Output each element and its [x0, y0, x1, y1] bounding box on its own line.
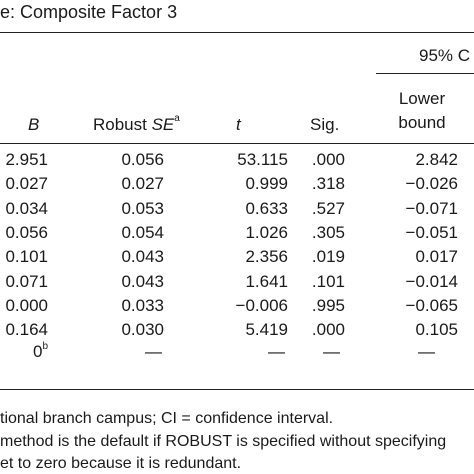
table-cell-se: 0.043	[121, 271, 164, 291]
table-cell-lower: 2.842	[415, 150, 458, 169]
table-cell-lower-dash: —	[418, 342, 435, 362]
table-cell-sig: .527	[311, 198, 345, 218]
col-header-se-sup: a	[174, 113, 180, 125]
table-cell-sig: .305	[311, 222, 345, 242]
col-header-lower-2: bound	[398, 113, 446, 132]
table-note-1: tional branch campus; CI = confidence in…	[0, 410, 334, 427]
table-cell-se: 0.053	[121, 198, 164, 218]
ci-header: 95% C	[419, 46, 471, 65]
table-cell-sig: .995	[311, 295, 345, 315]
table-cell-sig: .318	[311, 174, 345, 194]
col-header-se-text: Robust	[93, 115, 152, 134]
ci-subrule	[376, 73, 474, 74]
col-header-lower-1: Lower	[398, 89, 446, 108]
table-cell-se-dash: —	[145, 342, 162, 362]
table-cell-lower: 0.105	[415, 320, 458, 340]
table-cell-b: 0.056	[5, 222, 48, 242]
col-header-se: Robust SEa	[93, 113, 180, 135]
table-note-3: et to zero because it is redundant.	[0, 455, 242, 472]
table-cell-se: 0.030	[121, 320, 164, 340]
table-cell-se: 0.033	[121, 295, 164, 315]
table-cell-sig: .101	[311, 271, 345, 291]
table-cell-b: 0.034	[5, 198, 48, 218]
table-cell-lower: −0.051	[405, 222, 458, 242]
table-note-2: method is the default if ROBUST is speci…	[0, 433, 447, 450]
table-cell-b: 0.027	[5, 174, 48, 194]
table-cell-t: 53.115	[237, 150, 288, 169]
redundant-b-sup: b	[42, 340, 48, 352]
table-cell-b-redundant: 0b	[32, 340, 48, 362]
table-cell-t: 2.356	[245, 247, 288, 267]
col-header-t: t	[236, 115, 241, 134]
table-cell-sig: .000	[311, 150, 345, 169]
table-cell-se: 0.043	[121, 247, 164, 267]
table-cell-b: 2.951	[5, 150, 48, 169]
table-cell-b: 0.101	[5, 247, 48, 267]
bottom-rule	[0, 389, 474, 390]
table-cell-t: −0.006	[235, 295, 288, 315]
col-header-se-italic: SE	[151, 115, 175, 134]
table-cell-t: 1.641	[245, 271, 288, 291]
col-header-b: B	[28, 115, 40, 134]
col-header-sig: Sig.	[310, 115, 340, 134]
table-cell-b: 0.071	[5, 271, 48, 291]
table-cell-lower: −0.065	[405, 295, 458, 315]
table-cell-t: 5.419	[245, 320, 288, 340]
redundant-b-value: 0	[32, 342, 43, 362]
table-cell-sig: .019	[311, 247, 345, 267]
table-cell-lower: −0.026	[405, 174, 458, 194]
top-rule	[0, 32, 474, 33]
table-cell-se: 0.056	[121, 150, 164, 169]
table-cell-t: 0.999	[245, 174, 288, 194]
table-cell-b: 0.164	[5, 320, 48, 340]
table-cell-t: 1.026	[245, 222, 288, 242]
table-cell-sig-dash: —	[323, 342, 340, 362]
table-title: e: Composite Factor 3	[0, 2, 178, 22]
table-cell-lower: 0.017	[415, 247, 458, 267]
table-cell-sig: .000	[311, 320, 345, 340]
table-cell-se: 0.027	[121, 174, 164, 194]
table-cell-t-dash: —	[268, 342, 285, 362]
table-cell-b: 0.000	[5, 295, 48, 315]
table-cell-lower: −0.071	[405, 198, 458, 218]
header-rule	[0, 143, 474, 144]
table-cell-se: 0.054	[121, 222, 164, 242]
table-cell-lower: −0.014	[405, 271, 458, 291]
table-cell-t: 0.633	[245, 198, 288, 218]
